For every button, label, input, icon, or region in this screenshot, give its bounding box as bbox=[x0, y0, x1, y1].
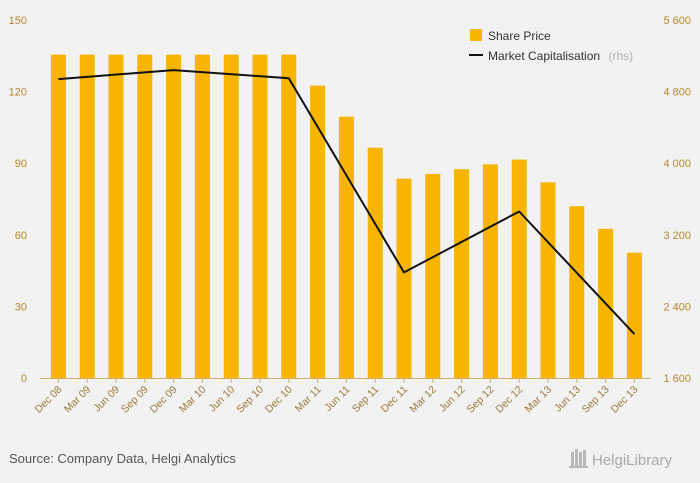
bar-mar-11 bbox=[310, 85, 326, 378]
bar-jun-11 bbox=[338, 116, 354, 378]
bar-jun-09 bbox=[108, 54, 124, 378]
bar-sep-09 bbox=[137, 54, 153, 378]
bar-dec-10 bbox=[281, 54, 297, 378]
y-left-tick-label: 60 bbox=[15, 230, 27, 242]
legend-label-market-cap-name: Market Capitalisation bbox=[488, 49, 600, 63]
legend: Share Price Market Capitalisation (rhs) bbox=[469, 29, 633, 64]
legend-label-share-price: Share Price bbox=[488, 29, 551, 43]
bar-dec-08 bbox=[50, 54, 66, 378]
source-note: Source: Company Data, Helgi Analytics bbox=[9, 451, 236, 466]
library-icon bbox=[569, 449, 588, 468]
bar-jun-13 bbox=[569, 206, 585, 378]
x-tick-label: Dec 11 bbox=[379, 384, 411, 416]
y-right-tick-label: 2 400 bbox=[663, 301, 691, 313]
x-tick-label: Sep 13 bbox=[580, 384, 612, 416]
bar-mar-10 bbox=[194, 54, 210, 378]
x-tick-label: Jun 09 bbox=[91, 384, 122, 415]
x-tick-label: Jun 13 bbox=[552, 384, 583, 415]
x-tick-label: Mar 09 bbox=[62, 384, 94, 416]
y-right-tick-label: 4 800 bbox=[663, 87, 691, 99]
x-tick-label: Jun 10 bbox=[207, 384, 238, 415]
x-tick-label: Dec 12 bbox=[493, 384, 525, 416]
line-market-capitalisation bbox=[58, 69, 636, 335]
bar-dec-11 bbox=[396, 178, 412, 378]
bar-sep-12 bbox=[482, 164, 498, 378]
x-tick-label: Sep 11 bbox=[350, 384, 382, 416]
bar-sep-11 bbox=[367, 147, 383, 378]
bar-jun-10 bbox=[223, 54, 239, 378]
x-tick-label: Jun 12 bbox=[437, 384, 468, 415]
x-tick-label: Mar 13 bbox=[523, 384, 555, 416]
bar-mar-12 bbox=[425, 173, 441, 378]
y-left-tick-label: 90 bbox=[15, 158, 27, 170]
y-left-tick-label: 30 bbox=[15, 301, 27, 313]
y-left-tick-label: 150 bbox=[9, 15, 27, 27]
line-group bbox=[58, 69, 636, 335]
x-tick-label: Sep 09 bbox=[119, 384, 151, 416]
x-tick-label: Mar 11 bbox=[293, 384, 324, 415]
y-right-tick-label: 1 600 bbox=[663, 373, 691, 385]
x-tick-label: Mar 12 bbox=[407, 384, 439, 416]
brand-name: HelgiLibrary bbox=[592, 452, 673, 469]
x-tick-label: Jun 11 bbox=[322, 384, 352, 414]
bar-mar-09 bbox=[79, 54, 95, 378]
y-right-tick-label: 4 000 bbox=[663, 158, 691, 170]
y-right-tick-label: 3 200 bbox=[663, 230, 691, 242]
bar-jun-12 bbox=[454, 169, 470, 378]
bar-dec-09 bbox=[166, 54, 182, 378]
brand-logo: HelgiLibrary bbox=[569, 449, 673, 469]
legend-swatch-share-price bbox=[470, 29, 482, 41]
x-tick-label: Sep 12 bbox=[465, 384, 497, 416]
x-tick-label: Dec 09 bbox=[148, 384, 180, 416]
x-tick-label: Mar 10 bbox=[177, 384, 209, 416]
y-left-tick-label: 120 bbox=[9, 87, 27, 99]
x-tick-label: Sep 10 bbox=[234, 384, 266, 416]
y-left-tick-label: 0 bbox=[21, 373, 27, 385]
bar-sep-10 bbox=[252, 54, 268, 378]
y-right-tick-label: 5 600 bbox=[663, 15, 691, 27]
legend-label-market-cap: Market Capitalisation (rhs) bbox=[488, 47, 633, 64]
x-tick-label: Dec 13 bbox=[609, 384, 641, 416]
x-tick-label: Dec 10 bbox=[263, 384, 295, 416]
legend-label-market-cap-suffix: (rhs) bbox=[609, 49, 634, 63]
x-tick-label: Dec 08 bbox=[33, 384, 65, 416]
bar-mar-13 bbox=[540, 182, 556, 378]
bar-dec-13 bbox=[626, 252, 642, 378]
bars-group bbox=[50, 54, 642, 378]
bar-dec-12 bbox=[511, 159, 527, 378]
